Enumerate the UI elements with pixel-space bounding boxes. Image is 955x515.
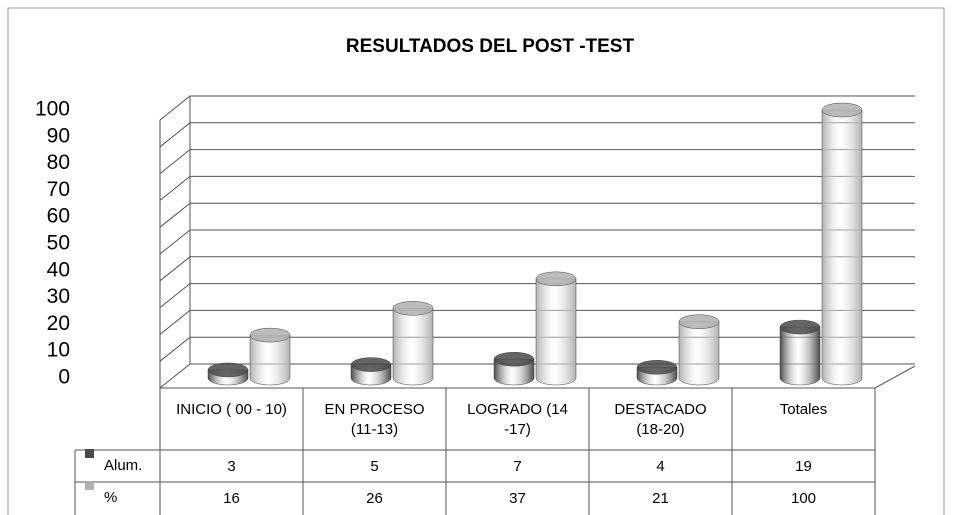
- bar-top: [493, 351, 535, 367]
- bar-top: [350, 357, 392, 372]
- y-tick-label: 60: [47, 205, 70, 228]
- grid-line: [159, 283, 915, 308]
- bar: [821, 102, 863, 386]
- bar: [493, 351, 535, 386]
- x-tick-label: DESTACADO (18-20): [614, 401, 707, 438]
- bar-top: [249, 327, 291, 343]
- grid-line: [159, 122, 915, 148]
- bar: [249, 327, 291, 386]
- bar-top: [636, 360, 678, 375]
- bar: [636, 360, 678, 386]
- category-cell: INICIO ( 00 - 10): [176, 401, 287, 418]
- x-tick-label: INICIO ( 00 - 10): [176, 401, 287, 418]
- bar-top: [779, 319, 821, 335]
- legend-label: %: [104, 489, 117, 506]
- bar: [392, 301, 434, 386]
- grid-line: [159, 175, 915, 201]
- grid-line: [159, 309, 915, 335]
- y-tick-label: 0: [58, 366, 70, 389]
- y-tick-label: 100: [35, 98, 70, 121]
- chart-title: RESULTADOS DEL POST -TEST: [346, 36, 635, 57]
- bar-top: [392, 301, 434, 316]
- bar-body: [493, 358, 535, 386]
- bar-top: [535, 271, 577, 287]
- y-tick-label: 10: [47, 339, 70, 362]
- bar: [779, 319, 821, 386]
- y-tick-label: 20: [47, 312, 70, 335]
- y-tick-label: 50: [47, 232, 70, 255]
- bar-body: [392, 308, 434, 386]
- grid-line: [159, 336, 915, 362]
- floor-line: [874, 365, 916, 389]
- grid-line: [159, 229, 915, 255]
- data-label: 37: [509, 490, 526, 507]
- bar: [207, 362, 249, 386]
- y-tick-label: 30: [47, 285, 70, 308]
- bar: [535, 271, 577, 386]
- bar-top: [207, 362, 249, 378]
- category-cell: DESTACADO (18-20): [614, 401, 707, 438]
- y-tick-label: 70: [47, 178, 70, 201]
- chart-frame: [7, 7, 945, 515]
- data-label: 26: [366, 490, 383, 507]
- data-label: 19: [795, 458, 812, 475]
- bar-body: [779, 326, 821, 386]
- legend-marker: [85, 481, 94, 490]
- x-tick-label: EN PROCESO (11-13): [324, 401, 425, 438]
- data-label: 3: [227, 458, 235, 475]
- grid-line: [159, 256, 915, 282]
- data-label: 4: [656, 458, 664, 475]
- grid-line: [159, 95, 915, 121]
- y-tick-label: 80: [47, 151, 70, 174]
- bar: [350, 357, 392, 386]
- y-tick-label: 90: [47, 124, 70, 147]
- bar-body: [678, 321, 720, 386]
- category-cell: EN PROCESO (11-13): [324, 401, 425, 438]
- y-tick-label: 40: [47, 258, 70, 281]
- data-label: 21: [652, 490, 669, 507]
- data-label: 5: [370, 458, 378, 475]
- grid-line: [159, 149, 915, 174]
- bar: [678, 314, 720, 386]
- data-label: 100: [791, 490, 816, 507]
- category-cell: Totales: [779, 401, 828, 418]
- category-cell: LOGRADO (14 -17): [467, 401, 568, 438]
- bar-body: [249, 334, 291, 386]
- x-tick-label: LOGRADO (14 -17): [467, 401, 568, 438]
- data-label: 16: [223, 490, 240, 507]
- legend-label: Alum.: [104, 457, 142, 474]
- bar-body: [535, 278, 577, 386]
- bar-top: [678, 314, 720, 329]
- bar-top: [821, 102, 863, 118]
- bar-body: [821, 109, 863, 386]
- legend-marker: [85, 449, 94, 458]
- data-label: 7: [513, 458, 521, 475]
- x-tick-label: Totales: [779, 401, 828, 418]
- grid-line: [159, 202, 915, 228]
